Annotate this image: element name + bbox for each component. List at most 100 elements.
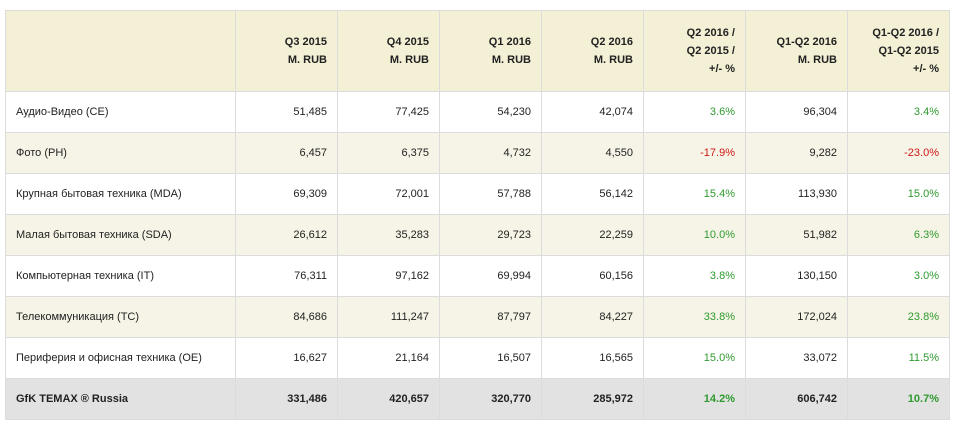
cell: 22,259 [541, 214, 644, 256]
cell: 113,930 [745, 173, 848, 215]
cell: 16,627 [235, 337, 338, 379]
header-line: M. RUB [797, 54, 837, 66]
cell: 15.0% [643, 337, 746, 379]
cell: -23.0% [847, 132, 950, 174]
cell: 4,550 [541, 132, 644, 174]
cell: 11.5% [847, 337, 950, 379]
header-line: M. RUB [287, 54, 327, 66]
header-cell [5, 10, 236, 92]
data-row: Малая бытовая техника (SDA) 26,612 35,283 2… [5, 214, 950, 256]
header-line: +/- % [913, 63, 939, 75]
data-row: Периферия и офисная техника (OE) 16,627 21… [5, 337, 950, 379]
cell: 15.0% [847, 173, 950, 215]
header-cell: Q4 2015 M. RUB [337, 10, 440, 92]
cell: 87,797 [439, 296, 542, 338]
header-cell: Q1-Q2 2016 M. RUB [745, 10, 848, 92]
cell: 51,982 [745, 214, 848, 256]
header-cell: Q1-Q2 2016 / Q1-Q2 2015 +/- % [847, 10, 950, 92]
cell: 320,770 [439, 378, 542, 420]
header-line: M. RUB [491, 54, 531, 66]
cell: 77,425 [337, 91, 440, 133]
cell: 54,230 [439, 91, 542, 133]
cell: 14.2% [643, 378, 746, 420]
data-table: Q3 2015 M. RUB Q4 2015 M. RUB Q1 2016 M. RUB Q… [5, 10, 950, 420]
cell: 84,227 [541, 296, 644, 338]
header-line: Q1-Q2 2016 / [872, 27, 939, 39]
cell: 331,486 [235, 378, 338, 420]
cell: 172,024 [745, 296, 848, 338]
cell: 16,507 [439, 337, 542, 379]
data-row: Крупная бытовая техника (MDA) 69,309 72,00… [5, 173, 950, 215]
cell: 96,304 [745, 91, 848, 133]
cell: 420,657 [337, 378, 440, 420]
cell: 6,375 [337, 132, 440, 174]
cell: 35,283 [337, 214, 440, 256]
cell: 29,723 [439, 214, 542, 256]
cell: 9,282 [745, 132, 848, 174]
cell: 10.0% [643, 214, 746, 256]
cell: 69,994 [439, 255, 542, 297]
cell: 16,565 [541, 337, 644, 379]
header-line: M. RUB [389, 54, 429, 66]
row-label: Фото (PH) [5, 132, 236, 174]
cell: -17.9% [643, 132, 746, 174]
header-line: Q4 2015 [386, 36, 429, 48]
cell: 3.0% [847, 255, 950, 297]
cell: 606,742 [745, 378, 848, 420]
header-row: Q3 2015 M. RUB Q4 2015 M. RUB Q1 2016 M. RUB Q… [5, 10, 950, 92]
cell: 3.4% [847, 91, 950, 133]
cell: 60,156 [541, 255, 644, 297]
cell: 56,142 [541, 173, 644, 215]
row-label: Малая бытовая техника (SDA) [5, 214, 236, 256]
header-line: Q1 2016 [488, 36, 531, 48]
row-label: Периферия и офисная техника (OE) [5, 337, 236, 379]
header-line: M. RUB [593, 54, 633, 66]
data-row: Компьютерная техника (IT) 76,311 97,162 69,… [5, 255, 950, 297]
cell: 111,247 [337, 296, 440, 338]
cell: 21,164 [337, 337, 440, 379]
cell: 57,788 [439, 173, 542, 215]
header-cell: Q1 2016 M. RUB [439, 10, 542, 92]
cell: 33,072 [745, 337, 848, 379]
header-line: Q2 2016 [590, 36, 633, 48]
row-label: GfK TEMAX ® Russia [5, 378, 236, 420]
cell: 10.7% [847, 378, 950, 420]
cell: 6.3% [847, 214, 950, 256]
data-row: Аудио-Видео (CE) 51,485 77,425 54,230 42,074… [5, 91, 950, 133]
cell: 3.6% [643, 91, 746, 133]
cell: 84,686 [235, 296, 338, 338]
cell: 3.8% [643, 255, 746, 297]
table-body: Аудио-Видео (CE) 51,485 77,425 54,230 42,074… [5, 91, 950, 420]
cell: 33.8% [643, 296, 746, 338]
header-line: Q2 2016 / [686, 27, 735, 39]
cell: 69,309 [235, 173, 338, 215]
cell: 51,485 [235, 91, 338, 133]
cell: 15.4% [643, 173, 746, 215]
header-line: Q2 2015 / [686, 45, 735, 57]
row-label: Аудио-Видео (CE) [5, 91, 236, 133]
cell: 6,457 [235, 132, 338, 174]
cell: 130,150 [745, 255, 848, 297]
cell: 26,612 [235, 214, 338, 256]
data-row: Телекоммуникация (TC) 84,686 111,247 87,797… [5, 296, 950, 338]
cell: 23.8% [847, 296, 950, 338]
header-line: +/- % [709, 63, 735, 75]
row-label: Компьютерная техника (IT) [5, 255, 236, 297]
cell: 97,162 [337, 255, 440, 297]
header-cell: Q2 2016 / Q2 2015 / +/- % [643, 10, 746, 92]
data-row: Фото (PH) 6,457 6,375 4,732 4,550 -17.9% 9,282… [5, 132, 950, 174]
cell: 72,001 [337, 173, 440, 215]
header-cell: Q3 2015 M. RUB [235, 10, 338, 92]
cell: 285,972 [541, 378, 644, 420]
header-line: Q1-Q2 2016 [776, 36, 837, 48]
cell: 42,074 [541, 91, 644, 133]
row-label: Телекоммуникация (TC) [5, 296, 236, 338]
header-line: Q3 2015 [284, 36, 327, 48]
row-label: Крупная бытовая техника (MDA) [5, 173, 236, 215]
header-line: Q1-Q2 2015 [878, 45, 939, 57]
cell: 76,311 [235, 255, 338, 297]
cell: 4,732 [439, 132, 542, 174]
header-cell: Q2 2016 M. RUB [541, 10, 644, 92]
total-row: GfK TEMAX ® Russia 331,486 420,657 320,770 2… [5, 378, 950, 420]
